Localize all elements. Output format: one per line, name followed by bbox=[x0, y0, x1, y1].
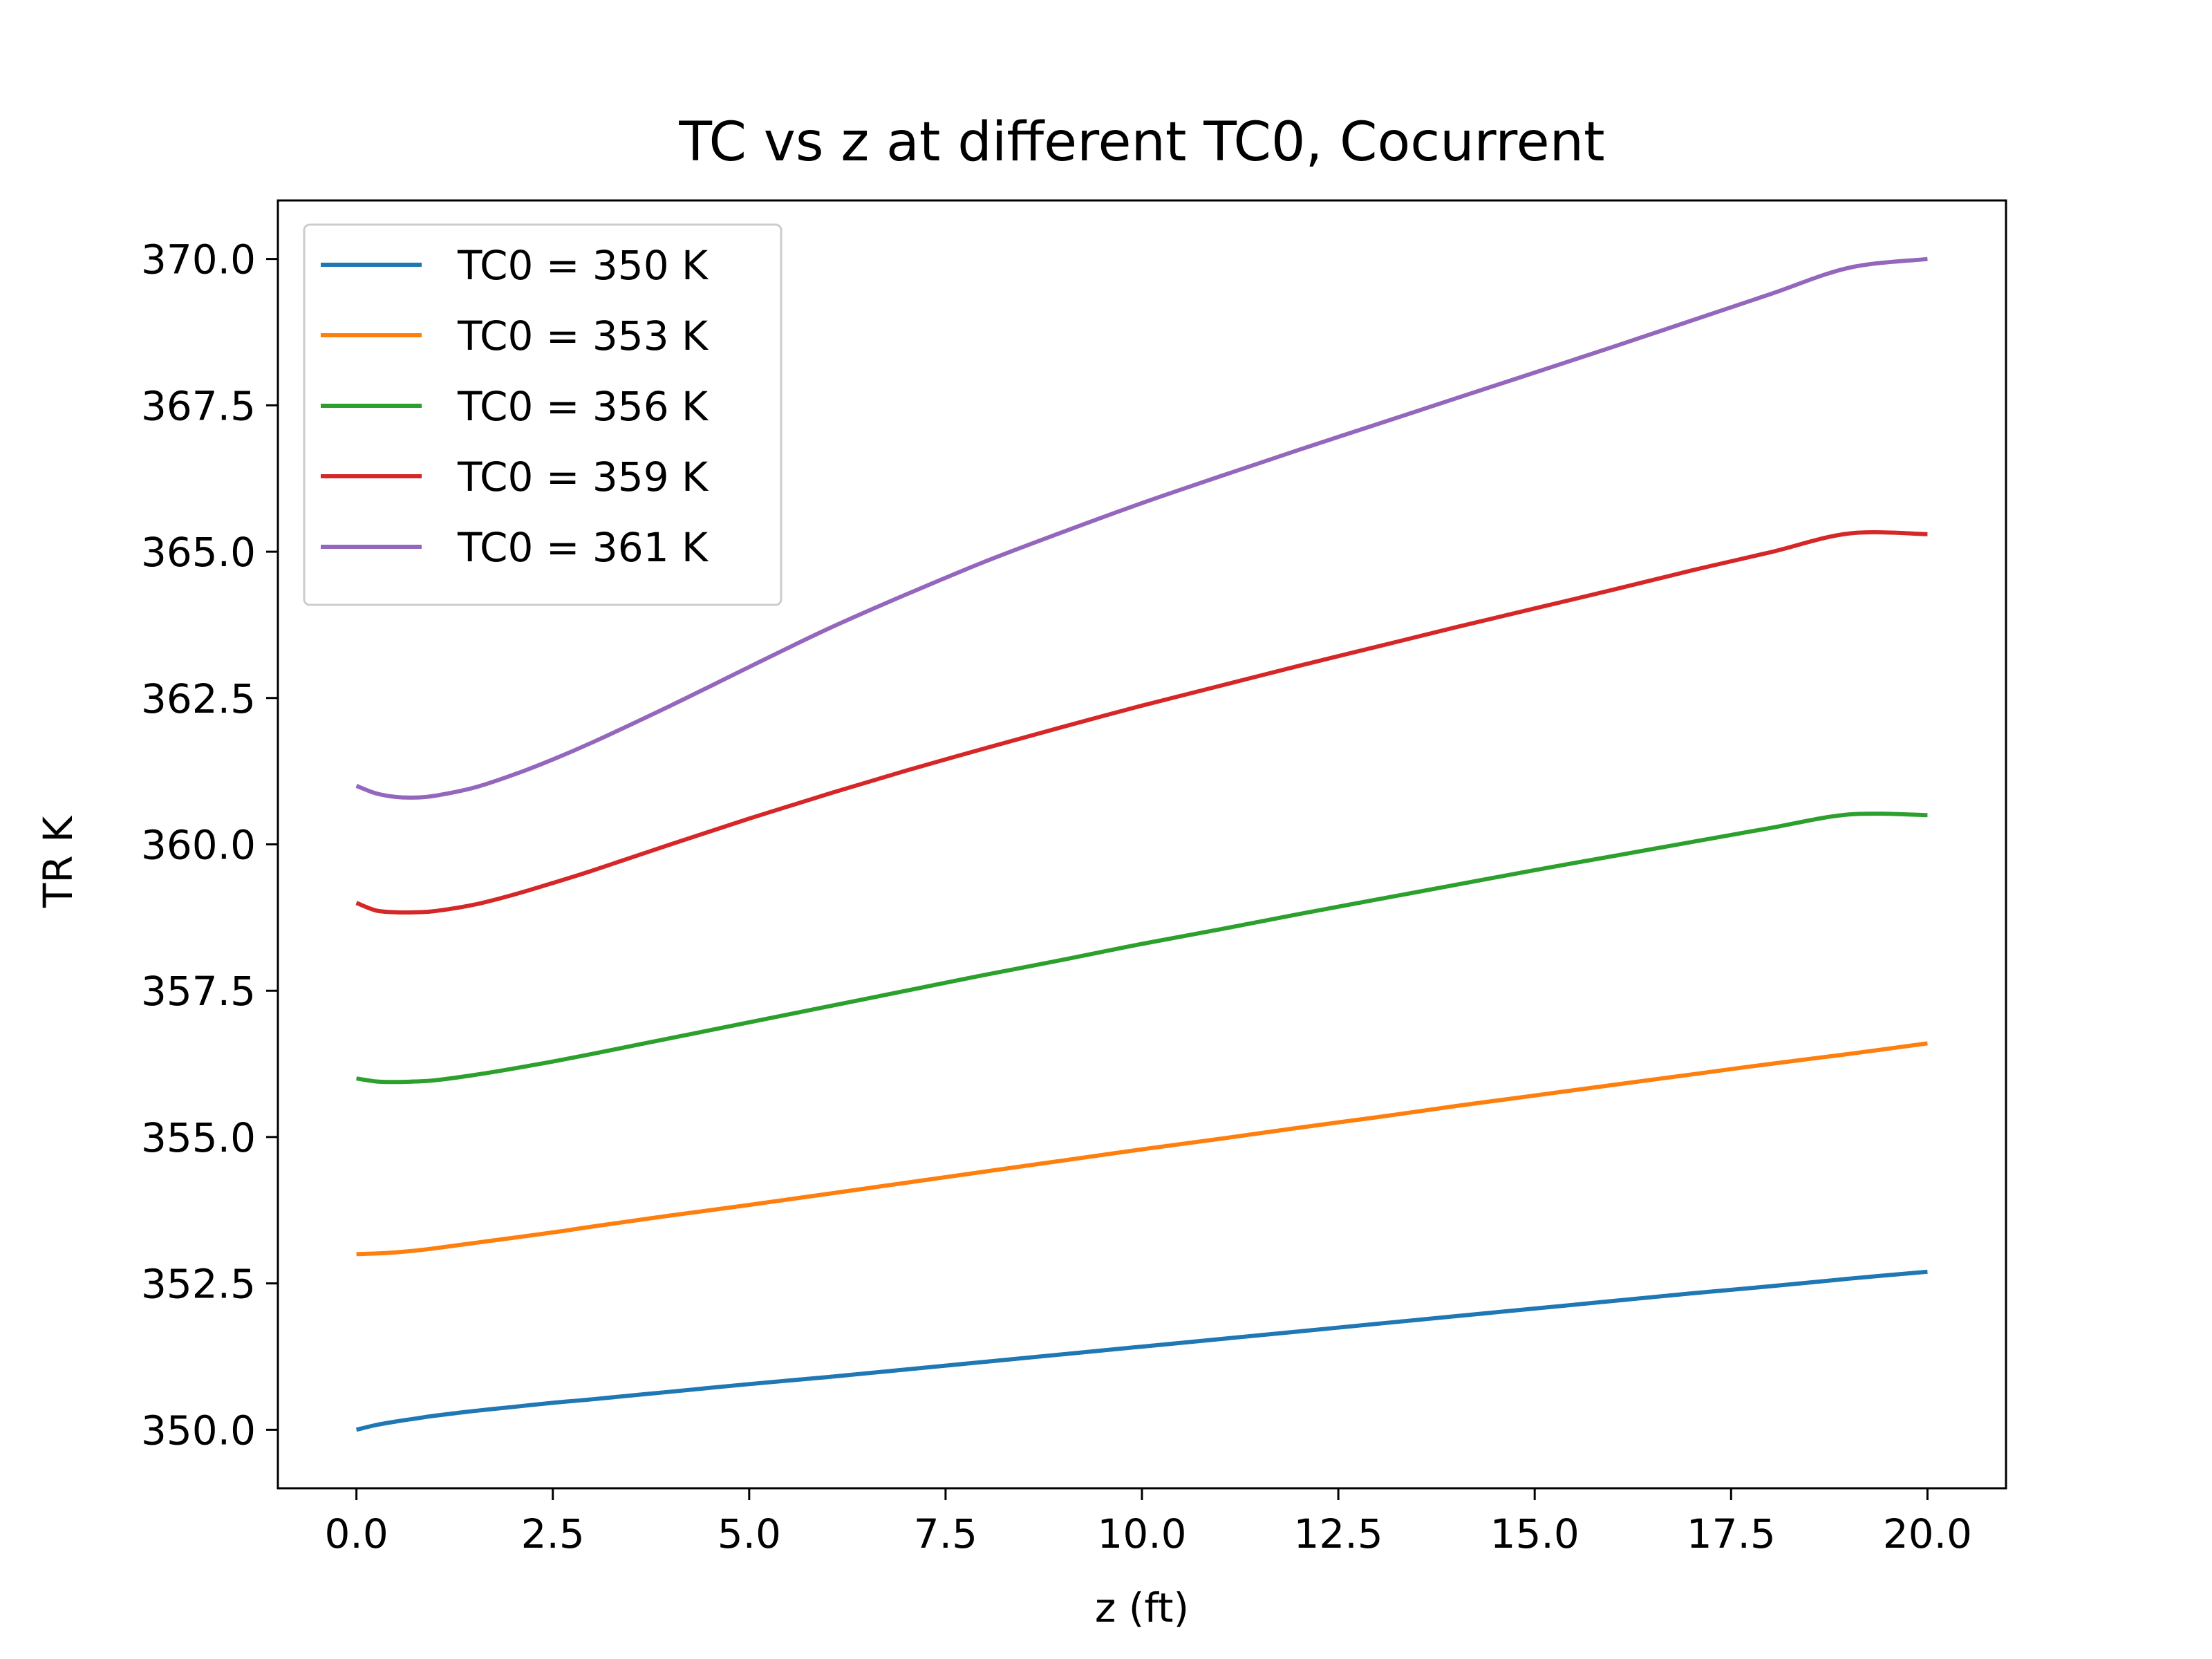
y-axis-ticks: 350.0 352.5 355.0 357.5 360.0 362.5 365.0 367.5… bbox=[141, 236, 278, 1454]
x-tick-label: 20.0 bbox=[1883, 1510, 1972, 1557]
series-line-4 bbox=[355, 256, 1928, 800]
x-axis-ticks: 0.0 2.5 5.0 7.5 10.0 12.5 15.0 17.5 20.0 bbox=[325, 1488, 1972, 1557]
x-tick-label: 10.0 bbox=[1097, 1510, 1186, 1557]
series-line-3 bbox=[355, 530, 1928, 915]
series-line-2 bbox=[356, 812, 1928, 1085]
y-tick-label: 352.5 bbox=[141, 1261, 256, 1308]
x-axis-label: z (ft) bbox=[1095, 1584, 1189, 1631]
series-line-1 bbox=[356, 1041, 1928, 1257]
x-tick-label: 2.5 bbox=[521, 1510, 585, 1557]
legend-label: TC0 = 361 K bbox=[457, 524, 709, 571]
y-tick-label: 355.0 bbox=[141, 1114, 256, 1161]
plot-frame bbox=[276, 199, 2007, 1490]
legend-label: TC0 = 356 K bbox=[457, 383, 709, 430]
y-axis-label: TR K bbox=[35, 815, 82, 908]
y-tick-label: 362.5 bbox=[141, 675, 256, 722]
y-tick-label: 367.5 bbox=[141, 382, 256, 429]
legend-box bbox=[303, 223, 782, 606]
x-tick-label: 0.0 bbox=[325, 1510, 388, 1557]
x-tick-label: 17.5 bbox=[1687, 1510, 1776, 1557]
x-tick-label: 5.0 bbox=[718, 1510, 781, 1557]
x-tick-label: 7.5 bbox=[914, 1510, 977, 1557]
legend-label: TC0 = 353 K bbox=[457, 312, 709, 359]
x-tick-label: 15.0 bbox=[1490, 1510, 1580, 1557]
y-tick-label: 365.0 bbox=[141, 529, 256, 576]
y-tick-label: 360.0 bbox=[141, 822, 256, 869]
series-line-0 bbox=[355, 1269, 1928, 1432]
legend-label: TC0 = 350 K bbox=[457, 242, 709, 289]
y-tick-label: 350.0 bbox=[141, 1407, 256, 1454]
legend: TC0 = 350 K TC0 = 353 K TC0 = 356 K TC0 = 3… bbox=[303, 223, 782, 606]
x-tick-label: 12.5 bbox=[1294, 1510, 1383, 1557]
legend-label: TC0 = 359 K bbox=[457, 453, 709, 500]
y-tick-label: 357.5 bbox=[141, 968, 256, 1015]
chart-title: TC vs z at different TC0, Cocurrent bbox=[678, 111, 1604, 174]
y-tick-label: 370.0 bbox=[141, 236, 256, 283]
series-lines bbox=[355, 256, 1928, 1432]
